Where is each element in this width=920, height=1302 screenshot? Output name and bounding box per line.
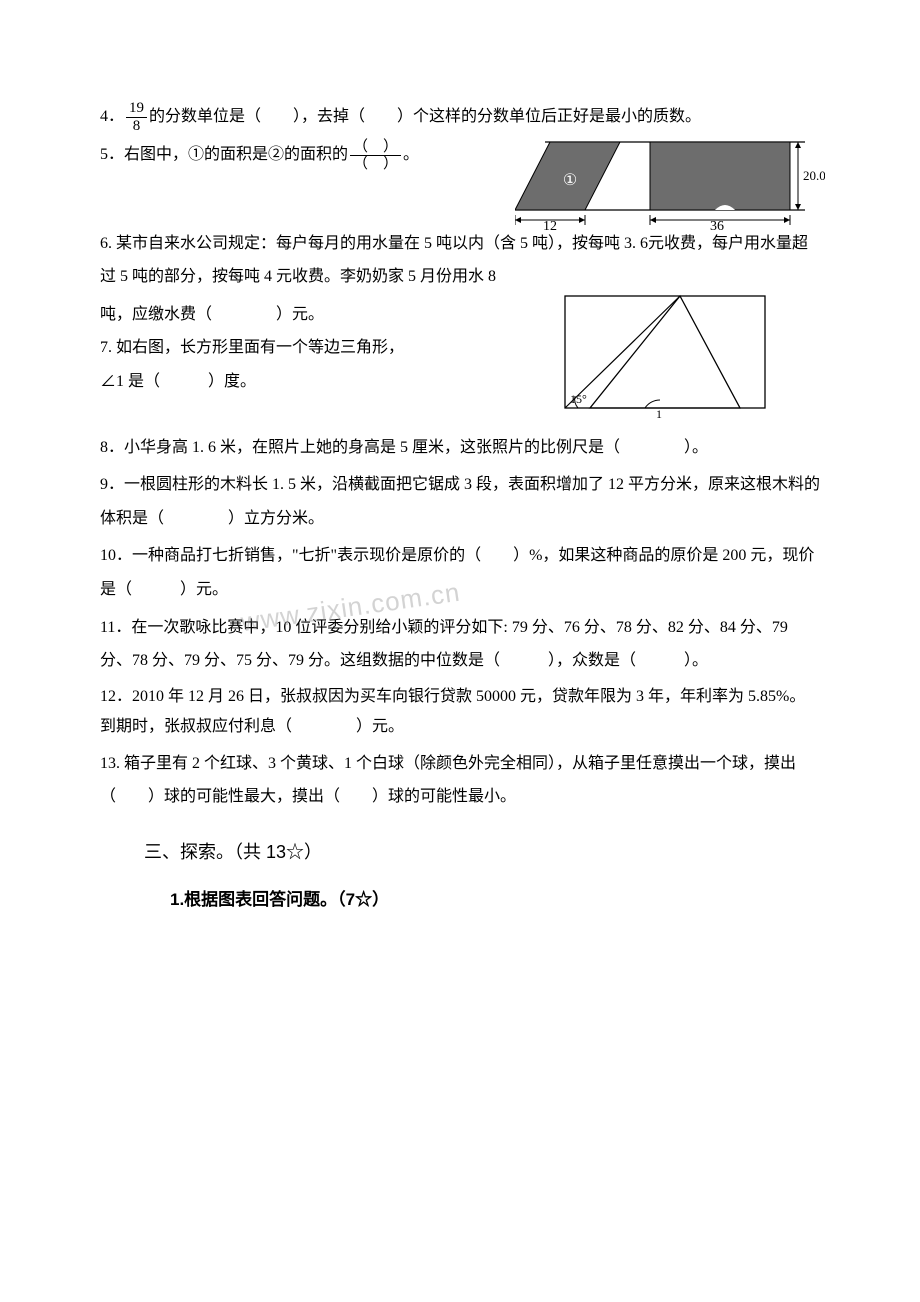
q4-prefix: 4． <box>100 108 124 125</box>
q7-line1: 7. 如右图，长方形里面有一个等边三角形， <box>100 331 520 365</box>
q5-suffix: 。 <box>403 146 419 163</box>
angle-1-label: 1 <box>656 407 662 418</box>
dim2-label: 36 <box>710 219 724 230</box>
q5-text: 5．右图中，①的面积是②的面积的 （ ） （ ） 。 <box>100 138 500 172</box>
frac-num-blank: （ ） <box>350 139 401 157</box>
q4-text: 的分数单位是（ ），去掉（ ）个这样的分数单位后正好是最小的质数。 <box>149 108 701 125</box>
q6-text-a: 6. 某市自来水公司规定：每户每月的用水量在 5 吨以内（含 5 吨），按每吨 … <box>100 235 808 286</box>
q6-text-b: 吨，应缴水费（ ）元。 <box>100 298 520 332</box>
fraction-19-8: 19 8 <box>126 100 147 134</box>
q13-text: 13. 箱子里有 2 个红球、3 个黄球、1 个白球（除颜色外完全相同），从箱子… <box>100 755 796 806</box>
height-label: 20.09 <box>803 168 825 183</box>
question-12: 12．2010 年 12 月 26 日，张叔叔因为买车向银行贷款 50000 元… <box>100 682 820 743</box>
frac-num: 19 <box>126 100 147 118</box>
angle-15-label: 15° <box>570 392 587 406</box>
question-11: 11．在一次歌咏比赛中，10 位评委分别给小颖的评分如下: 79 分、76 分、… <box>100 611 820 678</box>
q11-text: 11．在一次歌咏比赛中，10 位评委分别给小颖的评分如下: 79 分、76 分、… <box>100 619 788 670</box>
dim1-label: 12 <box>543 219 557 230</box>
q5-figure: ① 20.09 12 36 <box>515 130 825 230</box>
frac-den-blank: （ ） <box>350 156 401 173</box>
question-10: 10．一种商品打七折销售，"七折"表示现价是原价的（ ）%，如果这种商品的原价是… <box>100 539 820 606</box>
question-9: 9．一根圆柱形的木料长 1. 5 米，沿横截面把它锯成 3 段，表面积增加了 1… <box>100 468 820 535</box>
section-3-title: 三、探索。（共 13☆） <box>100 834 820 872</box>
q8-text: 8．小华身高 1. 6 米，在照片上她的身高是 5 厘米，这张照片的比例尺是（ … <box>100 439 708 456</box>
q7-line2: ∠1 是（ ）度。 <box>100 365 520 399</box>
question-5: 5．右图中，①的面积是②的面积的 （ ） （ ） 。 ① 20.09 <box>100 138 820 172</box>
q5-prefix: 5．右图中，①的面积是②的面积的 <box>100 146 348 163</box>
question-8: 8．小华身高 1. 6 米，在照片上她的身高是 5 厘米，这张照片的比例尺是（ … <box>100 431 820 465</box>
shape1-label: ① <box>563 172 577 189</box>
q12-text: 12．2010 年 12 月 26 日，张叔叔因为买车向银行贷款 50000 元… <box>100 688 805 735</box>
section-3-sub1: 1.根据图表回答问题。（7☆） <box>100 882 820 918</box>
question-4: 4． 19 8 的分数单位是（ ），去掉（ ）个这样的分数单位后正好是最小的质数… <box>100 100 820 134</box>
question-6: 6. 某市自来水公司规定：每户每月的用水量在 5 吨以内（含 5 吨），按每吨 … <box>100 227 820 294</box>
q7-figure: 15° 1 <box>560 288 770 418</box>
question-13: 13. 箱子里有 2 个红球、3 个黄球、1 个白球（除颜色外完全相同），从箱子… <box>100 747 820 814</box>
q9-text: 9．一根圆柱形的木料长 1. 5 米，沿横截面把它锯成 3 段，表面积增加了 1… <box>100 476 820 527</box>
q10-text: 10．一种商品打七折销售，"七折"表示现价是原价的（ ）%，如果这种商品的原价是… <box>100 547 814 598</box>
question-7: 吨，应缴水费（ ）元。 7. 如右图，长方形里面有一个等边三角形， ∠1 是（ … <box>100 298 820 399</box>
frac-den: 8 <box>126 118 147 135</box>
fraction-blank: （ ） （ ） <box>350 139 401 173</box>
